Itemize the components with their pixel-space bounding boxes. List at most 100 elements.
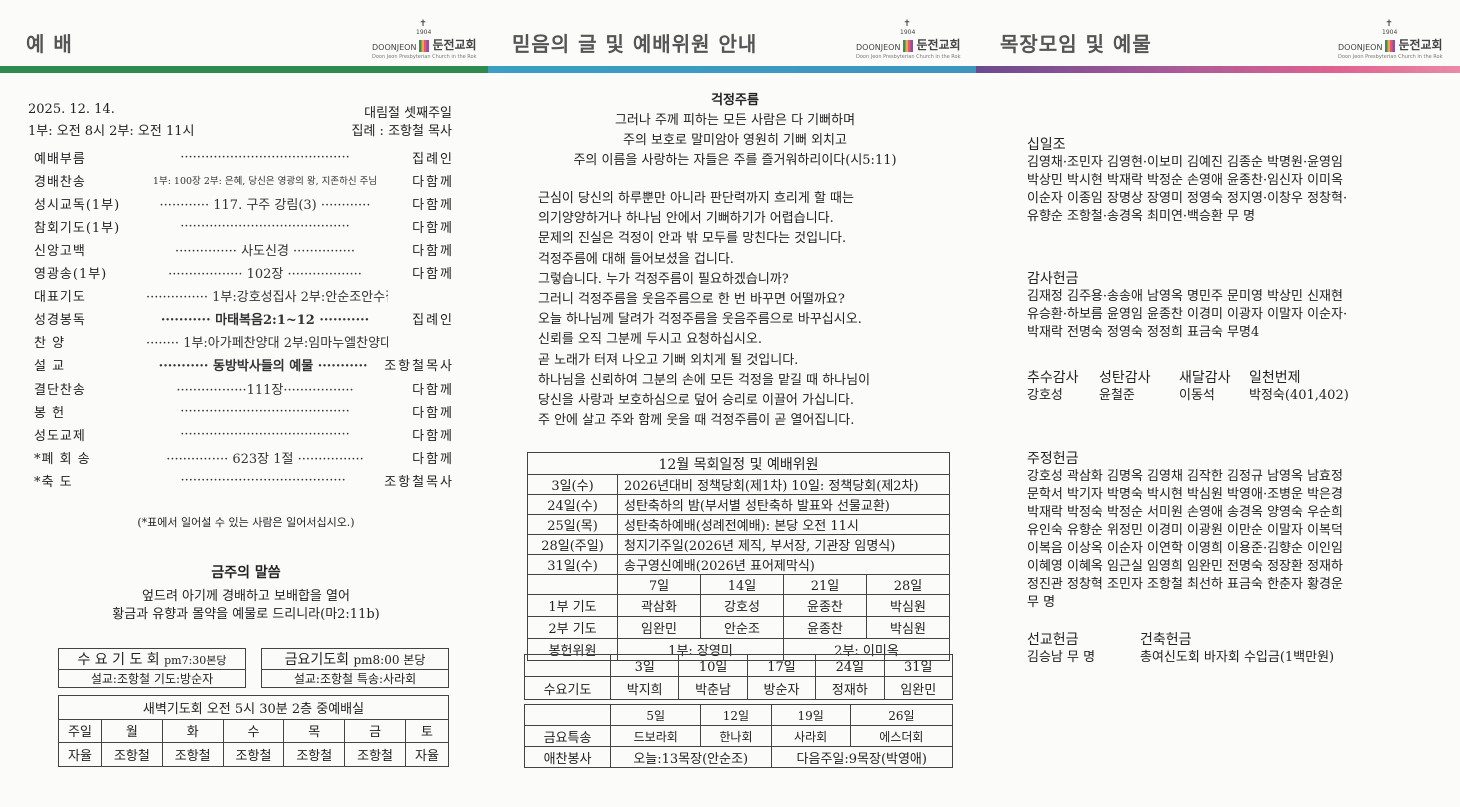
weekly-title: 주정헌금 <box>1027 451 1079 467</box>
name-line: 무 명 <box>1027 595 1056 610</box>
order-detail: ········································ <box>180 472 346 488</box>
order-detail: ··············· 사도신경 ··············· <box>174 243 356 259</box>
order-detail: ··········· 마태복음2:1~12 ··········· <box>160 313 370 329</box>
prayer-name: 안순조 <box>699 616 784 639</box>
fri-title: 금요기도회 <box>284 652 350 668</box>
logo-year: 1904 <box>416 29 432 36</box>
order-detail: ········································… <box>180 149 350 165</box>
order-item: 찬 양 ········ 1부:아가페찬양대 2부:임마누엘찬양대 <box>34 332 454 352</box>
order-detail: 1부: 100장 2부: 은혜, 당신은 영광의 왕, 지존하신 주님 <box>152 176 378 188</box>
wed-detail: 설교:조항철 기도:방순자 <box>58 669 246 688</box>
dawn-leader: 조항철 <box>222 742 285 767</box>
order-detail: ············ 117. 구주 강림(3) ············ <box>159 197 371 213</box>
sunday-date: 14일 <box>699 574 784 595</box>
logo-ko: 둔전교회 <box>432 38 477 52</box>
name-line: 이혜영 이혜옥 임근실 임영희 임완민 전명숙 정장환 정재하 <box>1027 559 1343 574</box>
event-date: 31일(수) <box>527 554 618 575</box>
building-section: 건축헌금 총여신도회 바자회 수입금(1백만원) <box>1140 631 1440 667</box>
order-person: 다함께 <box>412 428 454 444</box>
name-line: 박재락 박정숙 박정순 서미원 손영애 송경옥 양영숙 우순희 <box>1027 505 1343 520</box>
order-label: 예배부름 <box>34 151 86 167</box>
fri-date: 19일 <box>770 704 851 726</box>
dawn-day: 금 <box>344 718 406 744</box>
mission-names: 김승남 무 명 <box>1027 650 1096 665</box>
prayer-name: 윤종찬 <box>782 616 867 639</box>
cross-icon: ✝ <box>419 19 427 29</box>
order-person: 조항철목사 <box>384 359 454 375</box>
name-line: 박재락 전명숙 정영숙 정정희 표금숙 무명4 <box>1027 325 1260 340</box>
prayer-name: 박심원 <box>865 616 951 639</box>
order-item: 경배찬송 1부: 100장 2부: 은혜, 당신은 영광의 왕, 지존하신 주님 다… <box>34 170 454 190</box>
order-label: 대표기도 <box>34 290 86 306</box>
sunday-date: 21일 <box>782 574 867 595</box>
name-line: 유향순 조항철·송경옥 최미연·백승환 무 명 <box>1027 209 1256 224</box>
dawn-leader: 자율 <box>404 742 450 767</box>
order-label: 성도교제 <box>34 428 86 444</box>
meditation-title: 걱정주름 <box>711 93 759 108</box>
special-name: 강호성 <box>1027 388 1063 403</box>
fri-date: 5일 <box>609 704 702 726</box>
logo-ko: 둔전교회 <box>916 38 961 52</box>
name-line: 김영채·조민자 김영현·이보미 김예진 김종순 박명원·윤영임 <box>1027 155 1343 170</box>
order-label: 설 교 <box>34 359 66 375</box>
body-line: 그렇습니다. 누가 걱정주름이 필요하겠습니까? <box>538 271 789 287</box>
order-item: 신앙고백 ··············· 사도신경 ···············… <box>34 239 454 259</box>
name-line: 김재정 김주용·송송애 남영옥 명민주 문미영 박상민 신재현 <box>1027 289 1343 304</box>
event-desc: 2026년대비 정책당회(제1차) 10일: 정책당회(제2차) <box>617 474 950 495</box>
logo-en: DOONJEON <box>372 43 417 52</box>
event-date: 25일(목) <box>527 514 618 535</box>
wed-label: 수요기도 <box>524 676 611 700</box>
wed-date: 3일 <box>609 654 680 677</box>
body-line: 문제의 진실은 걱정이 안과 밖 모두를 망친다는 것입니다. <box>538 231 847 247</box>
special-offering: 추수감사 강호성 <box>1027 369 1079 405</box>
wed-title: 수 요 기 도 회 <box>77 652 160 668</box>
dawn-leader: 자율 <box>58 742 102 767</box>
order-item: 성시교독(1부) ············ 117. 구주 강림(3) ·····… <box>34 193 454 213</box>
fri-time: pm8:00 본당 <box>353 653 426 667</box>
section-title-worship: 예 배 <box>26 32 73 56</box>
sunday-date: 7일 <box>617 574 701 595</box>
friday-prayer-box: 금요기도회 pm8:00 본당 설교:조항철 특송:사라회 <box>261 648 449 688</box>
logo-year: 1904 <box>1382 29 1398 36</box>
sunday-date: 28일 <box>865 574 951 595</box>
body-line: 오늘 하나님께 달려가 걱정주름을 웃음주름으로 바꾸십시오. <box>538 312 862 328</box>
order-detail: ·················· 102장 ················… <box>168 267 362 282</box>
event-desc: 송구영신예배(2026년 표어제막식) <box>617 554 950 575</box>
order-item: 성도교제 ····································… <box>34 424 454 444</box>
event-date: 28일(주일) <box>527 534 618 555</box>
order-detail: ········································… <box>180 403 350 419</box>
word-line: 황금과 유향과 몰약을 예물로 드리니라(마2:11b) <box>112 607 380 622</box>
order-person: 다함께 <box>412 174 454 190</box>
name-line: 유승환·하보름 윤영임 윤종찬 이경미 이광자 이말자 이순자· <box>1027 307 1348 322</box>
name-line: 강호성 곽삼화 김명옥 김영채 김작한 김정규 남영옥 남효정 <box>1027 469 1343 484</box>
praise-label: 애찬봉사 <box>524 746 611 768</box>
prayer-label: 1부 기도 <box>527 594 618 617</box>
special-offering: 일천번제 박정숙(401,402) <box>1249 369 1349 405</box>
order-person: 다함께 <box>412 267 454 282</box>
logo-en: DOONJEON <box>1338 43 1383 52</box>
order-item: 대표기도 ··············· 1부:강호성집사 2부:안순조안수집사 <box>34 286 454 306</box>
event-date: 3일(수) <box>527 474 618 495</box>
building-names: 총여신도회 바자회 수입금(1백만원) <box>1140 650 1335 665</box>
verse-line: 주의 이름을 사랑하는 자들은 주를 즐거워하리이다(시5:11) <box>573 153 897 168</box>
body-line: 하나님을 신뢰하여 그분의 손에 모든 걱정을 맡길 때 하나님이 <box>538 372 871 388</box>
body-line: 곧 노래가 터져 나오고 기뻐 외치게 될 것입니다. <box>538 352 799 368</box>
order-label: 성시교독(1부) <box>34 197 121 213</box>
wed-name: 정재하 <box>815 676 885 700</box>
wednesday-prayer-table: 3일 10일 17일 24일 31일 수요기도 박지희 박춘남 방순자 정재하 임완민 <box>524 654 954 700</box>
name-line: 박상민 박시현 박재락 박정순 손영애 윤종찬·임신자 이미옥 <box>1027 173 1343 188</box>
green-bar <box>0 66 488 73</box>
dawn-day: 월 <box>101 718 163 744</box>
dawn-prayer-table: 새벽기도회 오전 5시 30분 2층 중예배실 주일 월 화 수 목 금 토 자율 조항철 조항철 조… <box>58 695 450 767</box>
wed-name: 박춘남 <box>678 676 748 700</box>
logo-year: 1904 <box>900 29 916 36</box>
purple-pink-bar <box>976 66 1460 73</box>
order-item: 설 교 ··········· 동방박사들의 예물 ··········· 조항철목… <box>34 355 454 375</box>
order-detail: ········································… <box>180 218 350 234</box>
body-line: 근심이 당신의 하루뿐만 아니라 판단력까지 흐리게 할 때는 <box>538 191 854 206</box>
worship-leader: 집례 : 조항철 목사 <box>351 124 453 139</box>
friday-special-table: 5일 12일 19일 26일 금요특송 드보라회 한나회 사라회 에스더회 애찬봉사 오늘:13목장… <box>524 704 954 768</box>
thanks-section: 감사헌금 김재정 김주용·송송애 남영옥 명민주 문미영 박상민 신재현 유승환·하… <box>1027 270 1447 342</box>
wed-date: 10일 <box>678 654 748 677</box>
fri-date: 26일 <box>849 704 954 726</box>
